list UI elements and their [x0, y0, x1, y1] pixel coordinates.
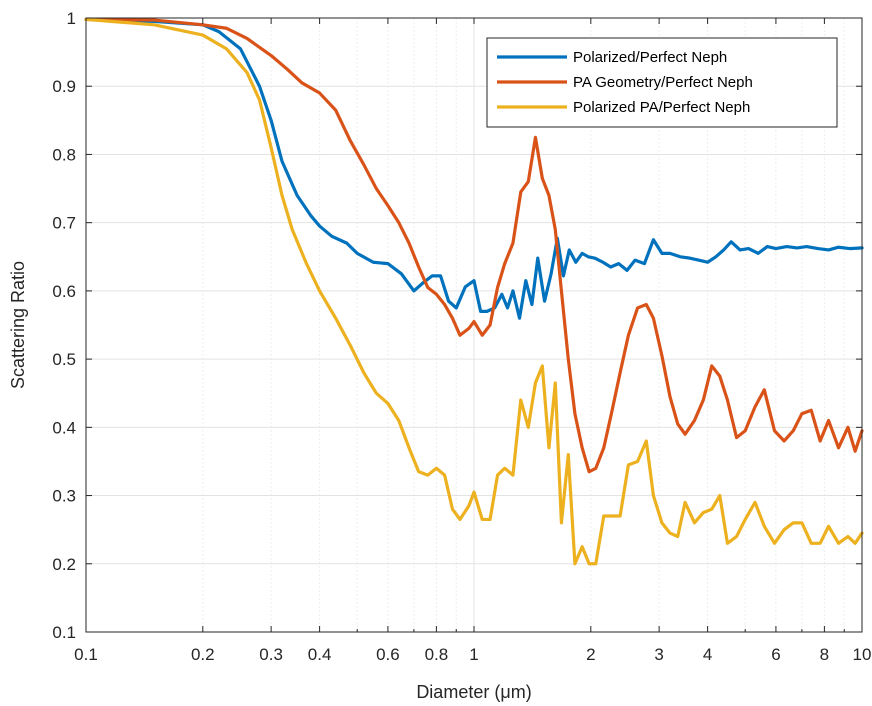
y-tick-label: 0.8: [52, 145, 76, 164]
series-line-2: [84, 17, 864, 474]
y-tick-label: 0.2: [52, 555, 76, 574]
x-tick-label: 3: [654, 645, 663, 664]
y-tick-label: 0.5: [52, 350, 76, 369]
legend-label: PA Geometry/Perfect Neph: [573, 74, 753, 91]
x-tick-label: 0.1: [74, 645, 98, 664]
x-tick-label: 8: [820, 645, 829, 664]
legend-label: Polarized PA/Perfect Neph: [573, 99, 750, 116]
x-tick-label: 0.4: [308, 645, 332, 664]
series-line-1: [84, 17, 864, 320]
x-tick-label: 0.3: [259, 645, 283, 664]
x-axis-title: Diameter (μm): [416, 682, 531, 702]
y-tick-label: 0.9: [52, 77, 76, 96]
x-tick-label: 0.8: [425, 645, 449, 664]
x-tick-label: 6: [771, 645, 780, 664]
x-tick-label: 1: [469, 645, 478, 664]
y-tick-label: 1: [67, 9, 76, 28]
x-tick-label: 0.2: [191, 645, 215, 664]
series-line-3: [84, 17, 864, 566]
y-tick-label: 0.3: [52, 487, 76, 506]
y-axis-title: Scattering Ratio: [8, 261, 28, 389]
x-tick-label: 10: [853, 645, 872, 664]
y-tick-label: 0.6: [52, 282, 76, 301]
x-tick-label: 0.6: [376, 645, 400, 664]
y-tick-label: 0.7: [52, 214, 76, 233]
x-tick-label: 2: [586, 645, 595, 664]
y-tick-label: 0.4: [52, 418, 76, 437]
series-lines: [84, 17, 864, 566]
legend-label: Polarized/Perfect Neph: [573, 49, 727, 66]
y-tick-label: 0.1: [52, 623, 76, 642]
legend: Polarized/Perfect Neph PA Geometry/Perfec…: [486, 37, 838, 128]
axis-ticks: 0.1 0.2 0.3 0.4 0.6 0.8 1 2 3 4 6 8 10 0.1 0.2 0.3 0.4 0.…: [52, 9, 871, 664]
x-tick-label: 4: [703, 645, 712, 664]
